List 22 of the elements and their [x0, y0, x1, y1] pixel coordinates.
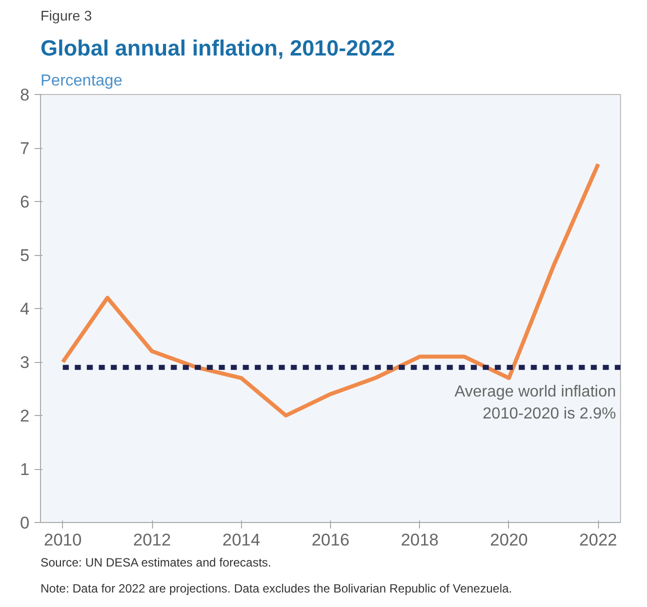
y-tick-label: 8 — [20, 86, 30, 104]
x-tick-label: 2010 — [44, 530, 82, 550]
source-note: Source: UN DESA estimates and forecasts. — [40, 556, 272, 570]
y-tick-label: 0 — [20, 514, 30, 532]
chart-subtitle: Figure 3 — [40, 8, 92, 24]
ref-line-label: Average world inflation 2010-2020 is 2.9% — [454, 383, 616, 422]
y-tick-label: 2 — [20, 406, 30, 426]
text: Note: Data for 2022 are projections. Data excludes the Bolivarian Republic of Venezuela. — [40, 582, 512, 596]
x-tick-label: 2012 — [133, 530, 171, 550]
y-tick-label: 3 — [20, 353, 30, 372]
x-tick-label: 2020 — [490, 530, 528, 550]
chart-title: Global annual inflation, 2010-2022 — [40, 36, 396, 60]
y-tick-label: 1 — [20, 460, 30, 479]
y-tick-label: 4 — [20, 300, 30, 318]
x-tick-label: 2016 — [312, 530, 350, 550]
x-tick-label: 2014 — [222, 530, 260, 550]
y-tick-label: 5 — [20, 246, 30, 265]
x-tick-label: 2022 — [579, 530, 618, 550]
x-tick-label: 2018 — [400, 530, 439, 550]
y-tick-label: 6 — [20, 192, 30, 212]
y-axis-title: Percentage — [40, 72, 122, 90]
y-tick-label: 7 — [20, 139, 30, 158]
